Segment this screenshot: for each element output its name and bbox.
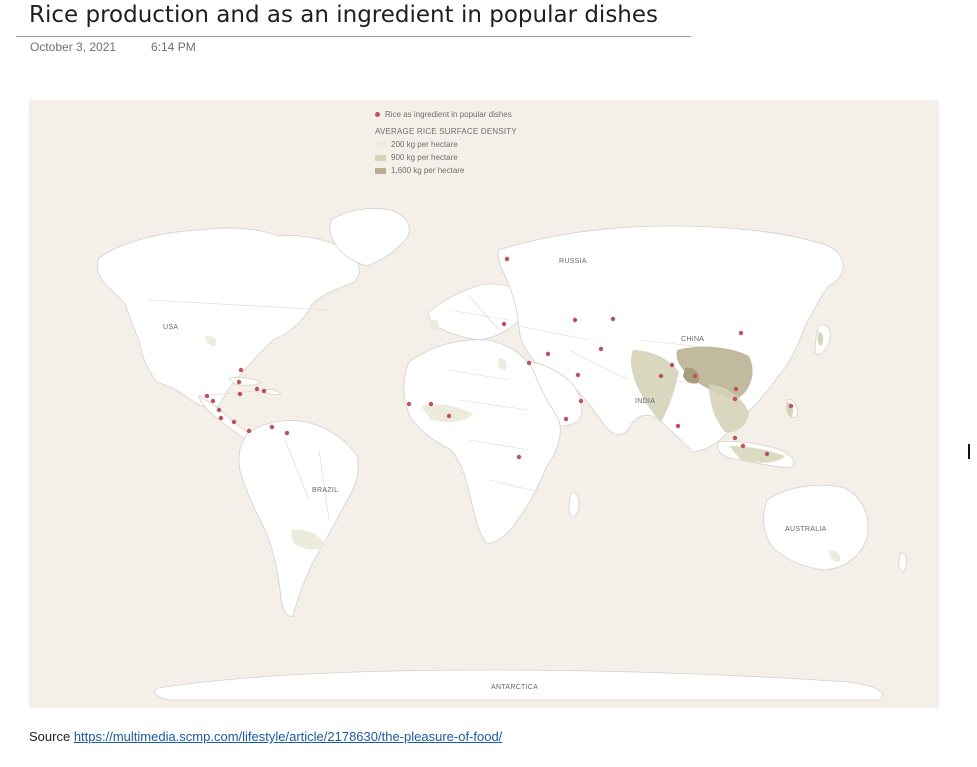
legend-dish-label: Rice as ingredient in popular dishes	[385, 110, 512, 119]
world-rice-map: Rice as ingredient in popular dishes AVE…	[29, 100, 939, 708]
asia-landmass	[498, 225, 844, 453]
dish-marker	[237, 391, 243, 397]
dish-marker	[733, 386, 739, 392]
density-mid-indonesia	[729, 446, 785, 463]
africa-landmass	[403, 339, 561, 545]
density-low-australia	[829, 550, 841, 562]
label-russia: RUSSIA	[559, 258, 587, 265]
legend-density-row: 900 kg per hectare	[375, 151, 517, 164]
dish-marker	[516, 454, 522, 460]
density-low-italy	[430, 319, 439, 330]
caribbean-islands	[228, 376, 282, 396]
dish-marker	[658, 373, 664, 379]
dish-dot-icon	[375, 112, 380, 117]
source-link[interactable]: https://multimedia.scmp.com/lifestyle/ar…	[73, 729, 503, 744]
density-low-westafrica	[421, 404, 473, 422]
central-america-landmass	[198, 395, 254, 441]
greenland-landmass	[329, 208, 410, 267]
dish-marker	[261, 388, 267, 394]
antarctica-landmass	[154, 669, 884, 701]
world-map-svg	[97, 208, 907, 701]
legend-density-label: 1,600 kg per hectare	[391, 166, 465, 175]
dish-marker	[269, 424, 275, 430]
dish-marker	[563, 416, 569, 422]
dish-marker	[501, 321, 507, 327]
dish-marker	[610, 316, 616, 322]
south-america-landmass	[238, 420, 359, 617]
dish-marker	[788, 403, 794, 409]
label-brazil: BRAZIL	[312, 487, 339, 494]
legend-density-heading: AVERAGE RICE SURFACE DENSITY	[375, 127, 517, 136]
note-time: 6:14 PM	[151, 40, 196, 54]
dish-marker	[446, 413, 452, 419]
dish-marker	[284, 430, 290, 436]
density-swatch-mid	[375, 154, 386, 161]
dish-marker	[738, 330, 744, 336]
dish-marker	[231, 419, 237, 425]
density-high-china	[676, 346, 753, 400]
density-swatch-high	[375, 167, 386, 174]
text-cursor	[968, 444, 970, 459]
legend-density-row: 1,600 kg per hectare	[375, 164, 517, 177]
dish-marker	[578, 398, 584, 404]
note-date: October 3, 2021	[30, 40, 117, 54]
label-australia: AUSTRALIA	[785, 526, 827, 533]
madagascar-landmass	[568, 491, 580, 518]
dish-marker	[406, 401, 412, 407]
density-low-brazil	[291, 529, 325, 550]
dish-marker	[216, 407, 222, 413]
title-divider	[16, 36, 691, 37]
page-title: Rice production and as an ingredient in …	[29, 2, 659, 28]
legend-dish-row: Rice as ingredient in popular dishes	[375, 108, 517, 121]
density-high-bangladesh	[683, 367, 700, 384]
label-usa: USA	[163, 324, 179, 331]
label-china: CHINA	[681, 336, 705, 343]
legend-density-row: 200 kg per hectare	[375, 138, 517, 151]
continents	[97, 208, 907, 701]
dish-marker	[732, 435, 738, 441]
dish-marker	[218, 415, 224, 421]
dish-marker	[204, 393, 210, 399]
density-swatch-low	[375, 141, 386, 148]
dish-marker	[572, 317, 578, 323]
dish-marker	[732, 396, 738, 402]
dish-markers	[204, 256, 794, 460]
dish-marker	[675, 423, 681, 429]
rice-density-areas	[205, 319, 841, 562]
dish-marker	[236, 379, 242, 385]
density-mid-india	[630, 350, 679, 422]
dish-marker	[598, 346, 604, 352]
dish-marker	[669, 362, 675, 368]
dish-marker	[692, 373, 698, 379]
source-line: Source https://multimedia.scmp.com/lifes…	[29, 729, 502, 744]
density-mid-seasia	[709, 384, 749, 433]
dish-marker	[575, 372, 581, 378]
dish-marker	[764, 451, 770, 457]
europe-landmass	[428, 283, 524, 341]
dish-marker	[238, 367, 244, 373]
dish-marker	[428, 401, 434, 407]
country-borders	[148, 295, 750, 521]
new-zealand-landmass	[898, 551, 907, 573]
dish-marker	[740, 443, 746, 449]
legend-density-label: 200 kg per hectare	[391, 140, 458, 149]
dish-marker	[246, 428, 252, 434]
source-prefix: Source	[29, 729, 74, 744]
density-low-egypt	[498, 358, 507, 370]
dish-marker	[254, 386, 260, 392]
dish-marker	[504, 256, 510, 262]
legend-density-label: 900 kg per hectare	[391, 153, 458, 162]
dish-marker	[526, 360, 532, 366]
map-legend: Rice as ingredient in popular dishes AVE…	[375, 108, 517, 177]
dish-marker	[210, 398, 216, 404]
label-india: INDIA	[635, 398, 656, 405]
australia-landmass	[763, 484, 869, 571]
north-america-landmass	[97, 227, 360, 408]
label-antarctica: ANTARCTICA	[491, 684, 539, 691]
dish-marker	[545, 351, 551, 357]
density-low-usa	[205, 335, 217, 346]
density-low-japan	[817, 332, 824, 346]
